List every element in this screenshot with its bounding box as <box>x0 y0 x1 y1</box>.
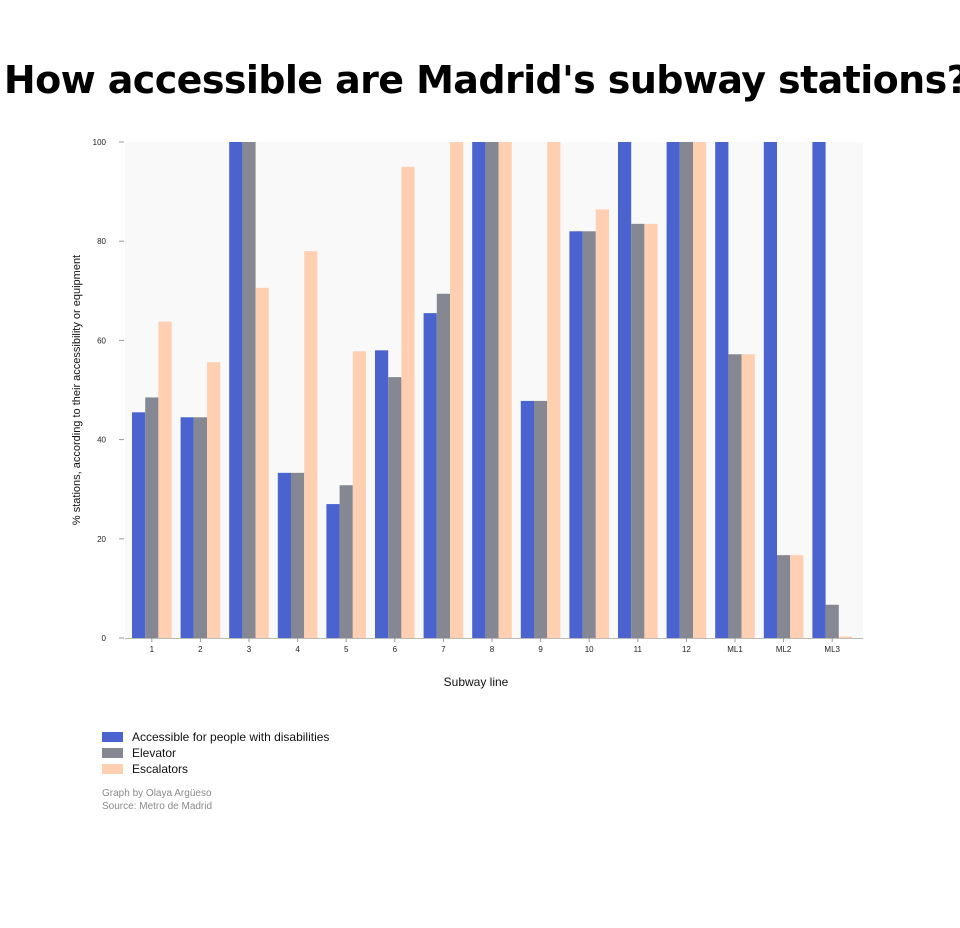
bar-accessible-4 <box>277 472 291 638</box>
bar-escalators-6 <box>401 166 415 639</box>
bar-accessible-8 <box>472 142 486 638</box>
credits: Graph by Olaya Argüeso Source: Metro de … <box>102 787 212 813</box>
bar-elevator-12 <box>679 142 693 638</box>
bar-elevator-ml2 <box>777 555 791 638</box>
bar-escalators-ml2 <box>790 555 804 638</box>
bar-elevator-1 <box>145 397 159 638</box>
bar-elevator-6 <box>388 377 402 638</box>
bar-accessible-3 <box>229 142 243 638</box>
bar-escalators-12 <box>693 142 707 638</box>
x-tick-label-7: 7 <box>441 645 446 654</box>
bar-elevator-4 <box>291 472 305 638</box>
legend-swatch-elevator <box>102 748 123 758</box>
bar-elevator-ml1 <box>728 354 742 638</box>
bar-elevator-9 <box>534 400 548 638</box>
legend-label-accessible: Accessible for people with disabilities <box>132 730 330 744</box>
credit-source: Source: Metro de Madrid <box>102 801 213 812</box>
bar-escalators-ml3 <box>838 636 852 638</box>
y-tick-label-0: 0 <box>102 634 107 643</box>
bar-accessible-7 <box>423 313 437 638</box>
bar-elevator-10 <box>582 231 596 638</box>
bar-accessible-ml1 <box>715 142 729 638</box>
x-tick-label-1: 1 <box>150 645 155 654</box>
x-tick-label-6: 6 <box>393 645 398 654</box>
bar-elevator-2 <box>193 417 207 638</box>
bar-escalators-2 <box>207 362 221 638</box>
bar-escalators-9 <box>547 142 561 638</box>
bar-escalators-4 <box>304 251 318 638</box>
bar-accessible-1 <box>132 412 146 638</box>
y-tick-label-80: 80 <box>97 237 106 246</box>
bars <box>132 142 852 639</box>
legend: Accessible for people with disabilities … <box>102 729 329 777</box>
bar-escalators-7 <box>450 142 464 638</box>
x-tick-label-4: 4 <box>295 645 300 654</box>
x-tick-label-11: 11 <box>634 645 643 654</box>
x-tick-label-ml1: ML1 <box>727 645 743 654</box>
bar-elevator-5 <box>339 485 353 638</box>
x-tick-label-ml2: ML2 <box>776 645 792 654</box>
x-tick-label-5: 5 <box>344 645 349 654</box>
bar-elevator-11 <box>631 223 645 638</box>
x-tick-label-2: 2 <box>198 645 203 654</box>
bar-accessible-6 <box>375 350 389 638</box>
bar-accessible-2 <box>180 417 194 638</box>
bar-elevator-7 <box>436 293 450 638</box>
bar-escalators-11 <box>644 223 658 638</box>
legend-item-accessible: Accessible for people with disabilities <box>102 729 329 745</box>
chart-title: How accessible are Madrid's subway stati… <box>3 58 960 102</box>
y-tick-label-60: 60 <box>97 336 106 345</box>
bar-escalators-8 <box>498 142 512 638</box>
bar-escalators-ml1 <box>741 354 755 638</box>
x-tick-label-9: 9 <box>538 645 543 654</box>
legend-label-elevator: Elevator <box>132 746 177 760</box>
bar-accessible-9 <box>520 400 534 638</box>
bar-accessible-11 <box>618 142 632 638</box>
y-tick-label-20: 20 <box>97 535 106 544</box>
bar-accessible-5 <box>326 504 340 638</box>
y-axis: 0 20 40 60 80 100 <box>93 138 124 643</box>
bar-accessible-10 <box>569 231 583 638</box>
bar-elevator-ml3 <box>825 604 839 638</box>
y-tick-label-40: 40 <box>97 436 106 445</box>
bar-escalators-1 <box>158 321 172 638</box>
x-tick-label-12: 12 <box>682 645 691 654</box>
x-tick-label-10: 10 <box>585 645 594 654</box>
bar-elevator-8 <box>485 142 499 638</box>
x-axis-title: Subway line <box>444 675 509 689</box>
x-tick-label-3: 3 <box>247 645 252 654</box>
legend-item-escalators: Escalators <box>102 761 329 777</box>
legend-label-escalators: Escalators <box>132 762 189 776</box>
legend-swatch-accessible <box>102 732 123 742</box>
bar-escalators-10 <box>595 209 609 638</box>
x-axis: 1 2 3 4 5 6 7 8 9 10 11 12 ML1 ML2 ML3 <box>125 638 863 654</box>
credit-author: Graph by Olaya Argüeso <box>102 788 212 799</box>
bar-accessible-ml3 <box>812 142 826 638</box>
legend-item-elevator: Elevator <box>102 745 329 761</box>
bar-elevator-3 <box>242 142 256 638</box>
x-tick-label-8: 8 <box>490 645 495 654</box>
bar-escalators-5 <box>352 351 366 638</box>
bar-accessible-ml2 <box>763 142 777 638</box>
bar-accessible-12 <box>666 142 680 638</box>
bar-escalators-3 <box>255 287 269 638</box>
x-tick-label-ml3: ML3 <box>824 645 840 654</box>
legend-swatch-escalators <box>102 764 123 774</box>
y-axis-title: % stations, according to their accessibi… <box>71 255 83 525</box>
y-tick-label-100: 100 <box>93 138 107 147</box>
